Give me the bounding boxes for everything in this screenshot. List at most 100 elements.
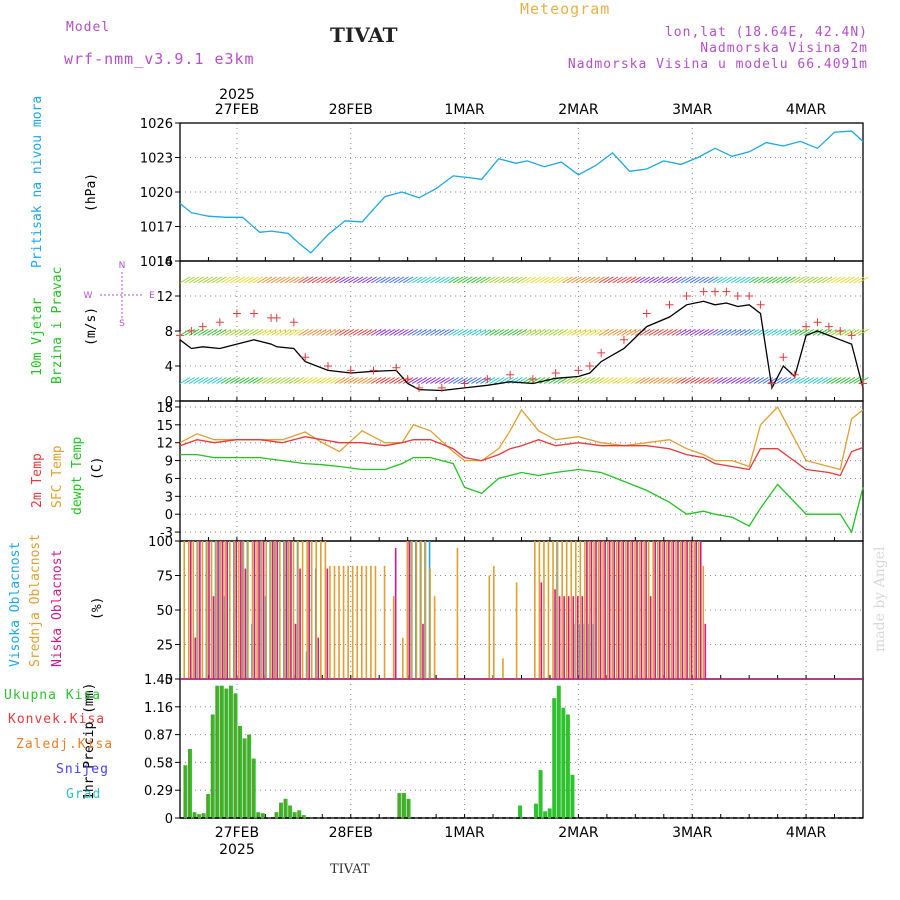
wind-barb-2: [393, 276, 405, 284]
wind-barb-1: [858, 328, 869, 336]
cloud-mid-bar: [310, 541, 313, 679]
wind-barb-2: [284, 276, 295, 284]
wind-barb-1: [534, 328, 546, 336]
wind-barb-1: [243, 328, 255, 336]
wind-barb-0: [657, 377, 669, 384]
wind-barb-0: [616, 377, 628, 384]
wind-barb-1: [598, 328, 610, 336]
wind-barb-2: [521, 276, 532, 284]
wind-barb-0: [188, 377, 200, 384]
wind-barb-1: [339, 328, 350, 336]
precip-conv-bar: [288, 805, 291, 818]
cloud-low-bar: [235, 541, 238, 679]
wind-barb-0: [462, 377, 473, 384]
cloud-mid-bar: [488, 575, 491, 679]
cloud-mid-bar: [347, 565, 349, 679]
wind-barb-1: [207, 328, 218, 336]
cloud-low-bar: [640, 541, 643, 679]
wind-barb-1: [307, 328, 318, 336]
wind-barb-1: [352, 328, 364, 336]
wind-barb-1: [507, 328, 519, 336]
wind-barb-0: [261, 377, 273, 384]
precip-conv-bar: [229, 685, 232, 818]
wind-barb-0: [434, 377, 446, 384]
wind-barb-0: [739, 377, 751, 384]
wind-barb-0: [557, 377, 569, 384]
wind-barb-2: [257, 276, 268, 284]
wind-barb-0: [780, 377, 792, 384]
wind-barb-1: [671, 328, 683, 336]
cloud-mid-bar: [565, 541, 568, 679]
cloud-mid-bar: [333, 565, 336, 679]
cloud-mid-bar: [702, 565, 705, 679]
wind-barb-2: [771, 276, 783, 284]
wind-barb-2: [193, 276, 204, 284]
wind-barb-1: [516, 328, 528, 336]
wind-barb-2: [835, 276, 846, 284]
wind-barb-1: [302, 328, 314, 336]
wind-barb-2: [653, 276, 664, 284]
cloud-low-bar: [290, 541, 292, 679]
cloud-low-bar: [554, 589, 556, 679]
wind-barb-2: [694, 276, 705, 284]
wind-gust-marker: [506, 370, 515, 379]
wind-gust-marker: [847, 331, 856, 340]
wind-barb-1: [330, 328, 341, 336]
wind-barb-1: [717, 328, 728, 336]
cloud-mid-bar: [233, 541, 236, 679]
wind-barb-1: [512, 328, 523, 336]
cloud-low-bar: [212, 596, 215, 679]
wind-barb-0: [666, 377, 678, 384]
wind-barb-2: [844, 276, 856, 284]
wind-gust-marker: [176, 331, 184, 340]
wind-barb-0: [730, 377, 742, 384]
wind-gust-marker: [249, 309, 258, 318]
cloud-mid-bar: [634, 541, 636, 679]
wind-barb-0: [680, 377, 692, 384]
cloud-mid-bar: [584, 541, 586, 679]
wind-barb-2: [448, 276, 459, 284]
wind-barb-1: [553, 328, 564, 336]
wind-barb-0: [407, 377, 418, 384]
wind-barb-2: [261, 276, 273, 284]
wind-barb-2: [361, 276, 373, 284]
precip-ytick-label-5: 0: [165, 812, 173, 827]
precip-conv-bar: [402, 793, 405, 818]
cloud-low-bar: [668, 541, 670, 679]
wind-barb-0: [562, 377, 573, 384]
wind-barb-1: [612, 328, 623, 336]
temperature-ytick-label-1: 15: [156, 419, 173, 434]
cloud-low-bar: [294, 623, 297, 679]
cloud-mid-bar: [283, 541, 286, 679]
bottom-date-label-2: 1MAR: [444, 825, 485, 841]
wind-barb-2: [370, 276, 382, 284]
wind-gust-marker: [232, 309, 241, 318]
wind-barb-1: [785, 328, 796, 336]
wind-ytick-label-1: 4: [165, 360, 173, 375]
wind-barb-1: [252, 328, 264, 336]
wind-barb-1: [425, 328, 437, 336]
wind-barb-1: [853, 328, 865, 336]
wind-barb-1: [416, 328, 428, 336]
wind-barb-1: [644, 328, 655, 336]
wind-barb-0: [762, 377, 774, 384]
wind-barb-0: [284, 377, 295, 384]
wind-barb-0: [844, 377, 856, 384]
wind-barb-2: [575, 276, 587, 284]
wind-barb-0: [384, 377, 396, 384]
wind-gust-marker: [813, 318, 822, 327]
precip-conv-bar: [261, 813, 263, 818]
wind-barb-0: [457, 377, 469, 384]
wind-barb-1: [794, 328, 805, 336]
wind-gust-marker: [215, 318, 224, 327]
cloud-mid-bar: [597, 541, 600, 679]
precip-conv-bar: [243, 738, 245, 818]
meteogram-title: Meteogram: [520, 0, 611, 18]
wind-barb-0: [594, 377, 605, 384]
cloud-mid-bar: [269, 541, 272, 679]
cloud-low-bar: [199, 541, 201, 679]
wind-barb-1: [521, 328, 532, 336]
wind-barb-1: [694, 328, 705, 336]
wind-barb-1: [225, 328, 236, 336]
wind-barb-0: [571, 377, 582, 384]
